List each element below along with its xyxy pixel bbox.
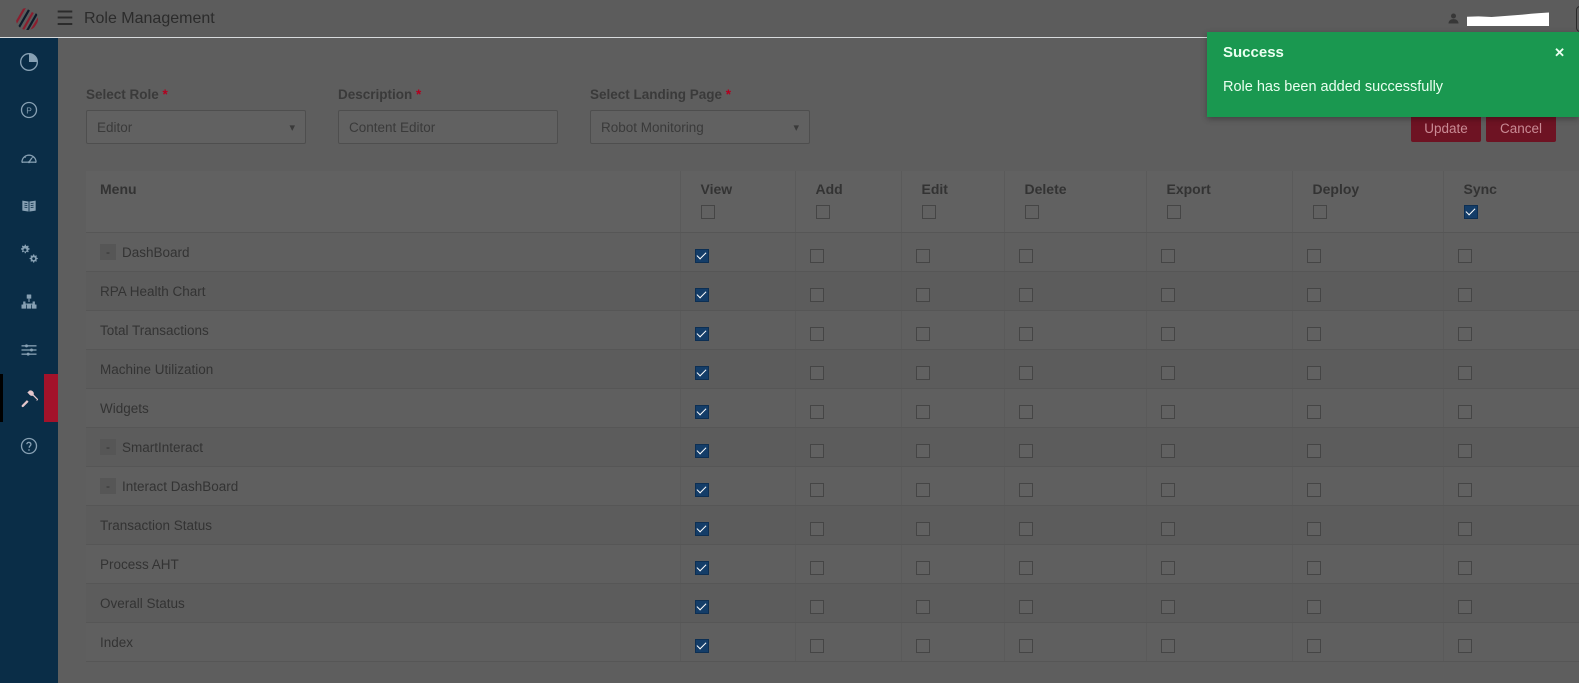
svg-text:P: P: [26, 105, 32, 115]
